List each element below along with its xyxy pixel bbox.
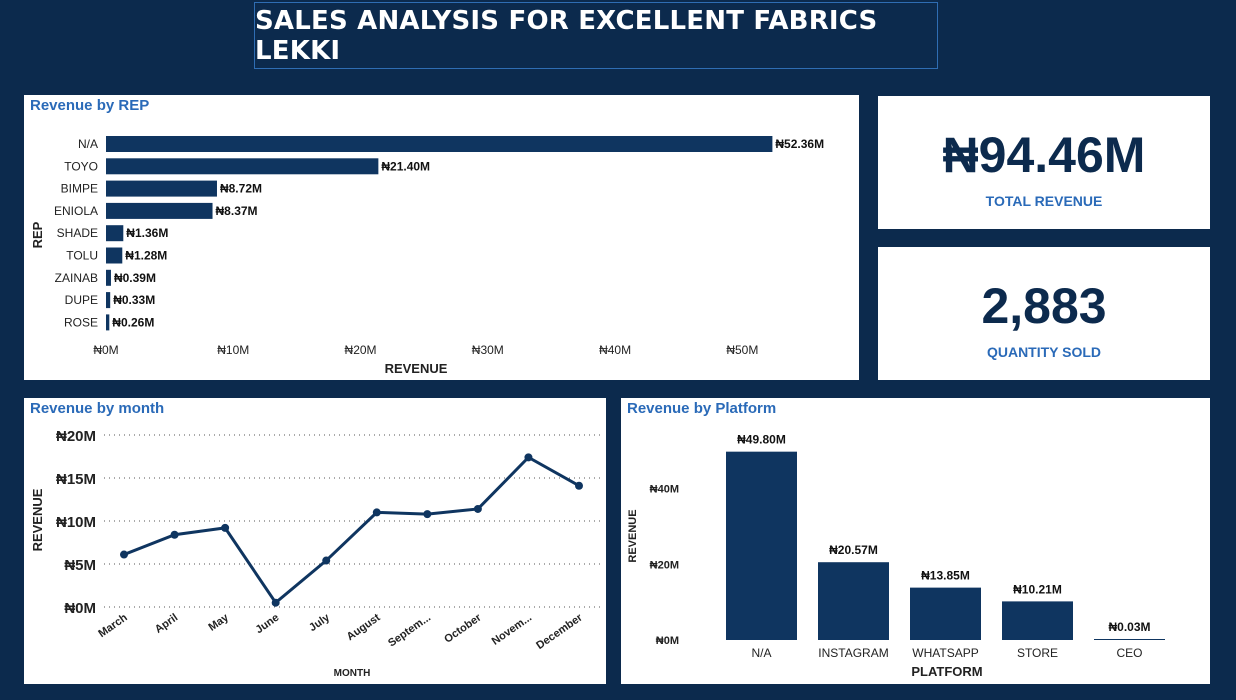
month-x-tick-label: Septem... [386,612,433,650]
rep-category-label: ENIOLA [54,204,98,218]
platform-bar [726,451,797,640]
month-data-point [322,556,331,565]
dashboard-title: SALES ANALYSIS FOR EXCELLENT FABRICS LEK… [254,2,938,69]
platform-y-tick-label: ₦0M [656,635,679,647]
rep-category-label: DUPE [65,293,98,307]
total-revenue-card: ₦94.46M TOTAL REVENUE [878,96,1210,229]
rep-category-label: TOLU [66,249,98,263]
month-x-tick-label: May [206,611,231,634]
platform-x-tick-label: CEO [1116,646,1142,660]
rep-chart-title: Revenue by REP [30,97,150,114]
rep-data-label: ₦0.26M [112,315,154,329]
rep-bar [106,314,110,331]
rep-x-tick-label: ₦30M [472,343,504,357]
platform-bar-chart: ₦0M ₦20M ₦40M ₦49.80M N/A ₦20.57M INSTAGRAM ₦13… [627,433,1165,679]
month-x-tick-label: July [307,611,333,634]
platform-data-label: ₦49.80M [737,433,786,447]
month-data-point [423,510,432,519]
platform-bar [1094,639,1165,640]
month-data-point [524,453,533,462]
total-revenue-value: ₦94.46M [942,127,1146,183]
month-data-point [271,598,280,607]
month-x-tick-label: April [153,612,180,636]
rep-data-label: ₦8.72M [220,182,262,196]
platform-data-label: ₦20.57M [829,543,878,557]
rep-bar-chart: N/A ₦52.36M TOYO ₦21.40M BIMPE ₦8.72M ENIOLA ₦8… [30,136,824,376]
month-chart-title: Revenue by month [30,400,165,417]
total-revenue-label: TOTAL REVENUE [985,193,1103,209]
month-data-point [120,550,128,559]
rep-category-label: TOYO [64,159,98,173]
rep-bar [106,158,379,175]
platform-x-tick-label: WHATSAPP [912,646,978,660]
rep-y-axis-title: REP [30,221,45,248]
rep-data-label: ₦8.37M [216,204,258,218]
rep-bar [106,180,217,197]
revenue-by-rep-panel: Revenue by REP N/A ₦52.36M TOYO ₦21.40M BIMP… [24,95,859,380]
revenue-by-platform-panel: Revenue by Platform ₦0M ₦20M ₦40M ₦49.80M N/… [621,398,1210,684]
platform-x-tick-label: INSTAGRAM [818,646,888,660]
month-data-point [372,508,381,517]
rep-category-label: ZAINAB [55,271,98,285]
rep-x-tick-label: ₦10M [217,343,249,357]
rep-x-tick-label: ₦50M [726,343,758,357]
rep-data-label: ₦1.28M [125,249,167,263]
month-y-tick-label: ₦5M [64,557,96,574]
platform-bar [910,587,981,640]
rep-category-label: ROSE [64,315,98,329]
rep-x-axis-title: REVENUE [385,361,448,376]
rep-data-label: ₦52.36M [775,137,824,151]
platform-data-label: ₦10.21M [1013,582,1062,596]
rep-data-label: ₦21.40M [381,159,430,173]
rep-bar [106,202,213,219]
month-y-tick-label: ₦15M [56,471,96,488]
rep-data-label: ₦1.36M [126,226,168,240]
rep-bar [106,225,124,242]
month-revenue-line [123,455,580,605]
rep-category-label: SHADE [57,226,98,240]
month-x-tick-label: March [96,611,130,640]
revenue-by-month-panel: Revenue by month ₦0M ₦5M ₦10M ₦15M ₦20M March… [24,398,606,684]
month-x-tick-label: December [534,611,585,652]
platform-chart-title: Revenue by Platform [627,400,777,417]
platform-x-axis-title: PLATFORM [911,664,982,679]
month-x-tick-label: August [345,611,383,643]
platform-y-axis-title: REVENUE [627,509,639,562]
month-x-tick-label: October [442,611,484,645]
month-y-tick-label: ₦10M [56,514,96,531]
month-x-tick-label: Novem... [490,612,534,648]
rep-bar [106,136,773,152]
month-data-point [575,481,583,490]
month-y-axis-title: REVENUE [30,488,45,551]
platform-bar [818,562,889,640]
rep-bar [106,247,123,264]
month-data-point [221,523,230,532]
platform-y-tick-label: ₦40M [650,484,679,496]
rep-x-tick-label: ₦0M [93,343,118,357]
rep-bar [106,292,111,309]
platform-x-tick-label: STORE [1017,646,1058,660]
rep-data-label: ₦0.39M [114,271,156,285]
platform-x-tick-label: N/A [751,646,771,660]
rep-bar [106,269,111,286]
rep-category-label: BIMPE [61,182,98,196]
rep-x-tick-label: ₦40M [599,343,631,357]
rep-category-label: N/A [78,137,98,151]
month-y-tick-label: ₦0M [64,600,96,617]
month-x-axis-title: MONTH [334,668,371,679]
rep-data-label: ₦0.33M [113,293,155,307]
quantity-sold-card: 2,883 QUANTITY SOLD [878,247,1210,380]
platform-data-label: ₦0.03M [1108,620,1150,634]
month-y-tick-label: ₦20M [56,428,96,445]
platform-bar [1002,601,1073,640]
platform-y-tick-label: ₦20M [650,559,679,571]
quantity-sold-value: 2,883 [981,278,1107,334]
month-x-tick-label: June [253,612,281,637]
month-data-point [473,504,482,513]
quantity-sold-label: QUANTITY SOLD [986,344,1102,360]
rep-x-tick-label: ₦20M [345,343,377,357]
month-data-point [170,530,179,539]
month-line-chart: ₦0M ₦5M ₦10M ₦15M ₦20M March April May June July A… [30,428,602,679]
platform-data-label: ₦13.85M [921,569,970,583]
